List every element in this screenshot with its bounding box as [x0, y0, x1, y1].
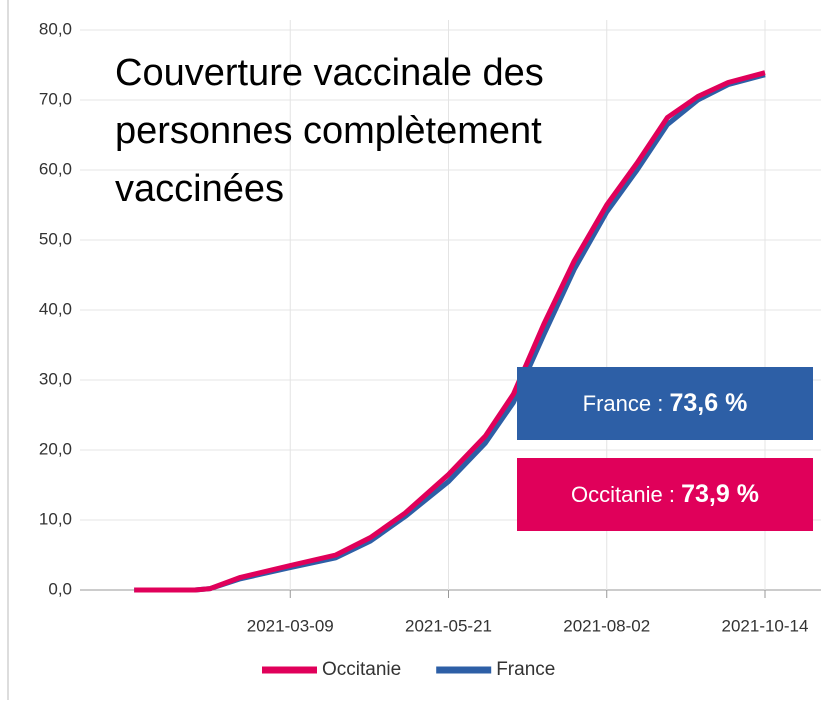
tooltip-value: 73,6 % [669, 389, 748, 417]
tooltip: France : 73,6 % [517, 367, 813, 440]
tooltip-series: Occitanie [571, 481, 663, 507]
y-tick-label: 0,0 [48, 579, 72, 598]
tooltip-separator: : [662, 481, 682, 507]
tooltip: Occitanie : 73,9 % [517, 458, 813, 531]
chart-title: Couverture vaccinale des personnes compl… [115, 52, 544, 210]
line-series [134, 70, 766, 593]
y-tick-label: 60,0 [39, 159, 72, 178]
y-tick-label: 10,0 [39, 509, 72, 528]
y-tick-label: 20,0 [39, 439, 72, 458]
y-tick-label: 30,0 [39, 369, 72, 388]
tooltip-separator: : [651, 390, 670, 416]
legend-label: Occitanie [322, 659, 401, 680]
tooltip-series: France [582, 390, 652, 416]
x-tick-label: 2021-03-09 [247, 616, 334, 635]
tooltip-value: 73,9 % [681, 480, 759, 508]
legend-label: France [496, 659, 555, 680]
y-tick-label: 70,0 [39, 89, 72, 108]
y-tick-label: 80,0 [39, 19, 72, 38]
x-tick-label: 2021-10-14 [722, 616, 809, 635]
y-tick-label: 50,0 [39, 229, 72, 248]
x-tick-label: 2021-05-21 [405, 616, 492, 635]
x-tick-label: 2021-08-02 [563, 616, 650, 635]
y-tick-label: 40,0 [39, 299, 72, 318]
